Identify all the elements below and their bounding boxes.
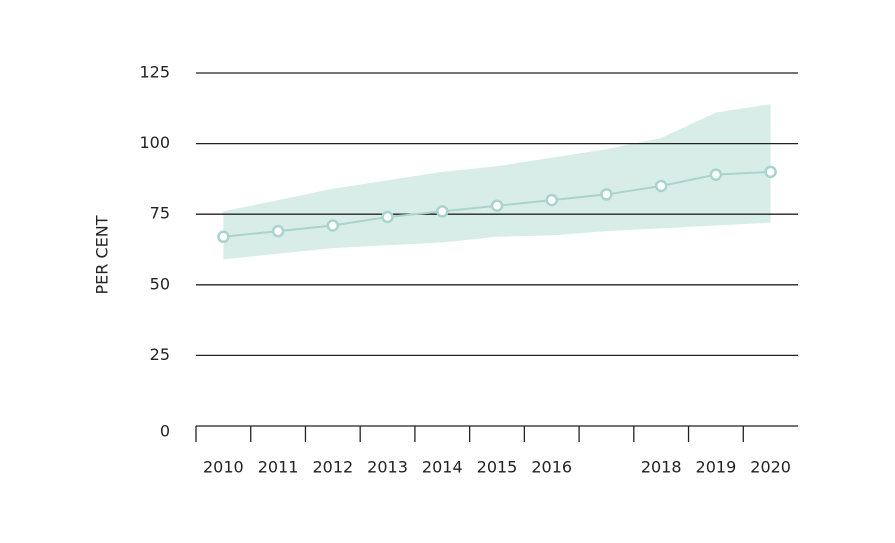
x-tick-label: 2013 — [367, 458, 408, 477]
y-tick-label: 100 — [139, 133, 170, 152]
x-tick-label: 2018 — [641, 458, 682, 477]
y-tick-label: 0 — [160, 422, 170, 441]
data-point — [217, 230, 230, 244]
confidence-band — [223, 104, 771, 260]
y-tick-label: 50 — [150, 274, 170, 293]
x-tick-label: 2014 — [422, 458, 463, 477]
y-tick-label: 125 — [139, 63, 170, 82]
data-point — [709, 168, 723, 181]
y-axis-label: PER CENT — [93, 215, 112, 294]
x-tick-label: 2010 — [203, 458, 244, 477]
x-tick-label: 2011 — [258, 458, 299, 477]
x-tick-label: 2012 — [312, 458, 353, 477]
data-point — [600, 188, 613, 201]
x-tick-label: 2016 — [531, 458, 572, 477]
data-point — [545, 193, 558, 207]
data-point — [490, 199, 504, 212]
y-tick-label: 75 — [150, 204, 170, 223]
data-point — [271, 224, 285, 238]
data-point — [764, 165, 777, 179]
x-tick-label: 2020 — [750, 458, 791, 477]
data-point — [381, 210, 394, 224]
data-point — [326, 219, 340, 232]
data-point — [654, 179, 668, 193]
y-tick-label: 25 — [150, 345, 170, 364]
data-point — [436, 205, 449, 218]
x-tick-label: 2015 — [477, 458, 518, 477]
x-tick-label: 2019 — [696, 458, 737, 477]
